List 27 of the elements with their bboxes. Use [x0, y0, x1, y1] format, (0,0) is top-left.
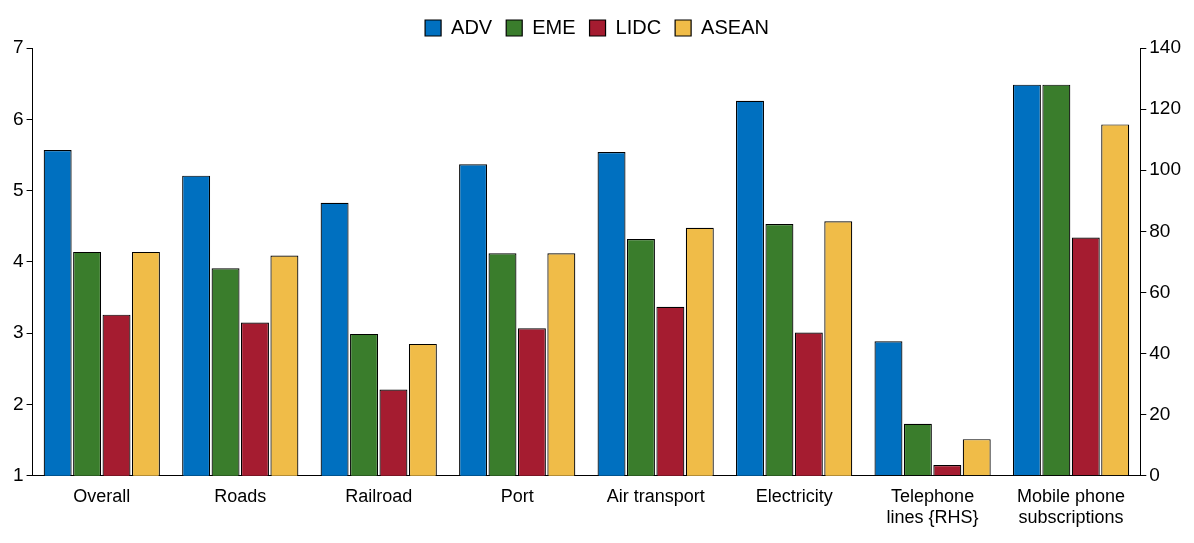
y2-tick-label: 80	[1149, 219, 1171, 241]
y-tick-label: 5	[12, 178, 24, 200]
y-tick-label: 1	[12, 464, 24, 486]
y2-tick-label: 40	[1149, 341, 1171, 363]
x-tick-label: Mobile phone subscriptions	[1017, 485, 1126, 528]
x-tick-label: Air transport	[606, 485, 705, 506]
y-tick-label: 3	[12, 321, 24, 343]
x-tick-label: Electricity	[755, 485, 833, 506]
y-tick-label: 4	[12, 250, 24, 272]
y2-tick-label: 120	[1149, 97, 1181, 119]
legend-label: ASEAN	[701, 15, 769, 38]
x-tick-label: Port	[500, 485, 534, 506]
legend-label: LIDC	[615, 15, 662, 38]
y2-tick-label: 0	[1149, 464, 1160, 486]
x-tick-label: Railroad	[345, 485, 413, 506]
legend-label: EME	[532, 15, 576, 38]
y-tick-label: 6	[12, 107, 24, 129]
y2-tick-label: 140	[1149, 36, 1181, 58]
x-tick-label: Roads	[214, 485, 267, 506]
y2-tick-label: 60	[1149, 280, 1171, 302]
x-tick-label: Overall	[73, 485, 131, 506]
legend-label: ADV	[451, 15, 493, 38]
x-tick-label: Telephone lines {RHS}	[886, 485, 979, 528]
y-tick-label: 7	[12, 36, 24, 58]
y2-tick-label: 20	[1149, 402, 1171, 424]
y2-tick-label: 100	[1149, 158, 1181, 180]
y-tick-label: 2	[12, 392, 24, 414]
